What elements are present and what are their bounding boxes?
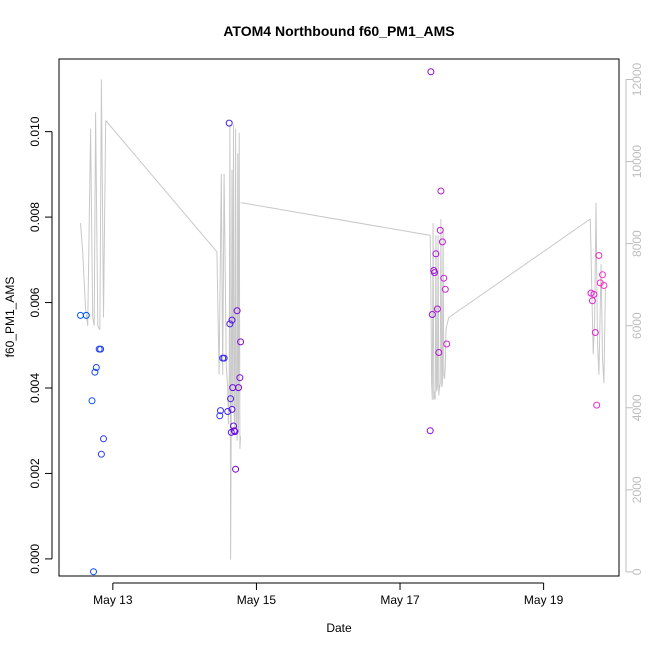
data-point — [441, 285, 449, 293]
data-point — [228, 316, 236, 324]
data-point — [435, 349, 443, 356]
data-point — [437, 187, 445, 195]
y-tick-label: 0.006 — [28, 287, 42, 317]
x-tick-label: May 15 — [237, 593, 277, 607]
data-point — [440, 274, 448, 282]
trace-segment-5 — [429, 218, 448, 400]
data-point — [591, 329, 599, 336]
secondary-tick-label: 2000 — [630, 476, 644, 503]
y-tick-label: 0.000 — [28, 544, 42, 574]
data-point — [599, 271, 606, 279]
data-point — [235, 384, 242, 392]
y-axis: 0.000 0.002 0.004 0.006 0.008 0.010 — [28, 116, 53, 574]
trace-segment-7 — [589, 202, 606, 384]
trace-segment-2 — [105, 120, 218, 253]
secondary-tick-label: 0 — [630, 568, 644, 575]
data-point — [100, 435, 107, 443]
x-axis-label: Date — [326, 621, 352, 635]
data-point — [236, 374, 244, 382]
data-point — [237, 338, 245, 346]
data-point — [431, 269, 438, 277]
secondary-tick-label: 10000 — [630, 145, 644, 179]
data-point — [77, 311, 84, 319]
chart-title: ATOM4 Northbound f60_PM1_AMS — [223, 23, 454, 39]
data-point — [231, 428, 239, 436]
x-tick-label: May 19 — [524, 593, 564, 607]
trace-segment-3 — [216, 124, 242, 560]
y-tick-label: 0.010 — [28, 116, 42, 146]
data-point — [226, 320, 234, 328]
trace-segment-1 — [80, 79, 107, 331]
data-point — [427, 68, 435, 76]
data-point — [227, 395, 235, 403]
data-point — [233, 307, 241, 315]
data-point — [225, 119, 233, 127]
data-point — [88, 397, 96, 405]
data-point — [217, 407, 224, 415]
data-point — [590, 290, 598, 298]
data-point — [443, 340, 451, 348]
secondary-y-axis: 0 2000 4000 6000 8000 10000 12000 — [625, 63, 644, 575]
data-point — [593, 401, 601, 409]
data-point — [600, 282, 608, 289]
x-axis: May 13 May 15 May 17 May 19 — [93, 582, 564, 607]
data-point — [216, 412, 224, 420]
x-tick-label: May 13 — [93, 593, 133, 607]
x-tick-label: May 17 — [380, 593, 420, 607]
secondary-tick-label: 8000 — [630, 230, 644, 257]
y-tick-label: 0.008 — [28, 202, 42, 232]
data-point — [220, 354, 228, 362]
trace-segment-6 — [446, 218, 591, 326]
data-point — [97, 450, 105, 458]
trace-segment-4 — [240, 202, 431, 236]
data-point — [433, 305, 441, 313]
secondary-trace-layer — [80, 79, 606, 560]
data-point — [228, 405, 236, 413]
y-axis-label: f60_PM1_AMS — [3, 277, 17, 358]
data-point — [91, 368, 99, 376]
data-point — [595, 252, 603, 259]
data-point — [438, 238, 446, 246]
data-point — [588, 297, 596, 305]
plot-frame — [58, 58, 620, 577]
data-points-layer — [77, 68, 608, 576]
data-point — [432, 250, 440, 258]
secondary-tick-label: 6000 — [630, 312, 644, 339]
y-tick-label: 0.004 — [28, 373, 42, 403]
data-point — [436, 226, 444, 234]
data-point — [232, 465, 240, 473]
data-point — [92, 364, 100, 371]
data-point — [90, 568, 97, 576]
secondary-tick-label: 12000 — [630, 63, 644, 97]
data-point — [82, 311, 90, 319]
data-point — [426, 427, 434, 435]
data-point — [224, 408, 232, 415]
data-point — [230, 427, 238, 435]
data-point — [428, 311, 436, 318]
y-tick-label: 0.002 — [28, 458, 42, 488]
data-point — [97, 345, 105, 353]
secondary-tick-label: 4000 — [630, 394, 644, 421]
